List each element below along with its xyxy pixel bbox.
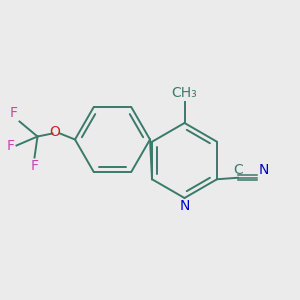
Text: N: N [259, 163, 269, 177]
Text: N: N [179, 200, 190, 214]
Text: O: O [49, 125, 60, 139]
Text: F: F [31, 159, 38, 173]
Text: F: F [7, 139, 15, 152]
Text: C: C [233, 163, 243, 177]
Text: F: F [10, 106, 18, 120]
Text: CH₃: CH₃ [172, 86, 197, 100]
